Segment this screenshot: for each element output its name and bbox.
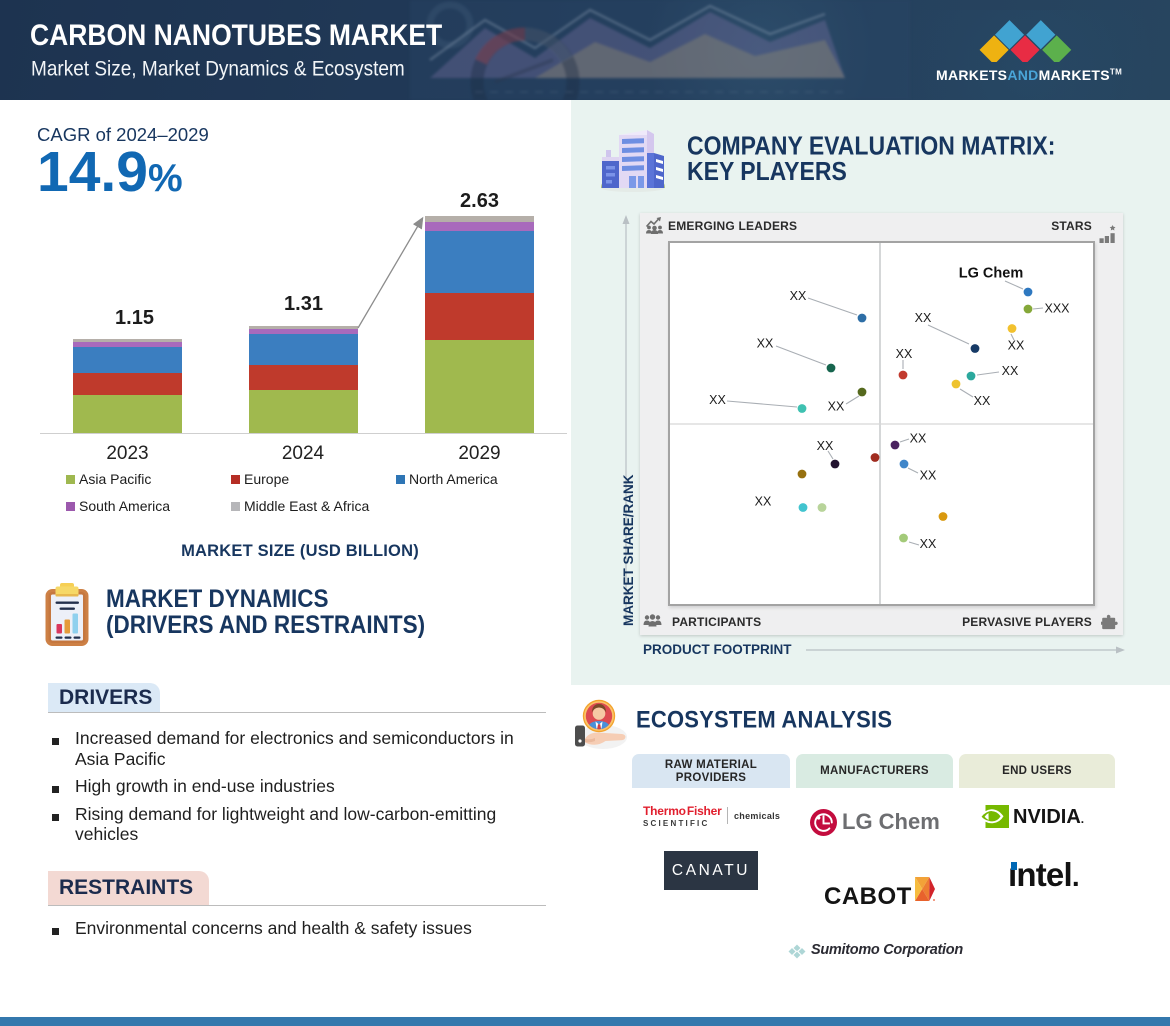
svg-text:XXX: XXX: [1044, 302, 1070, 316]
svg-text:XX: XX: [1008, 339, 1025, 353]
svg-text:XX: XX: [915, 311, 932, 325]
svg-text:XX: XX: [920, 537, 937, 551]
svg-text:XX: XX: [920, 469, 937, 483]
svg-text:XX: XX: [755, 495, 772, 509]
svg-text:LG Chem: LG Chem: [959, 266, 1023, 282]
svg-text:XX: XX: [896, 347, 913, 361]
svg-text:XX: XX: [709, 393, 726, 407]
svg-text:XX: XX: [974, 394, 991, 408]
svg-text:XX: XX: [817, 439, 834, 453]
svg-text:XX: XX: [757, 337, 774, 351]
svg-text:XX: XX: [1002, 364, 1019, 378]
svg-text:XX: XX: [910, 432, 927, 446]
svg-text:XX: XX: [828, 400, 845, 414]
svg-text:XX: XX: [790, 289, 807, 303]
